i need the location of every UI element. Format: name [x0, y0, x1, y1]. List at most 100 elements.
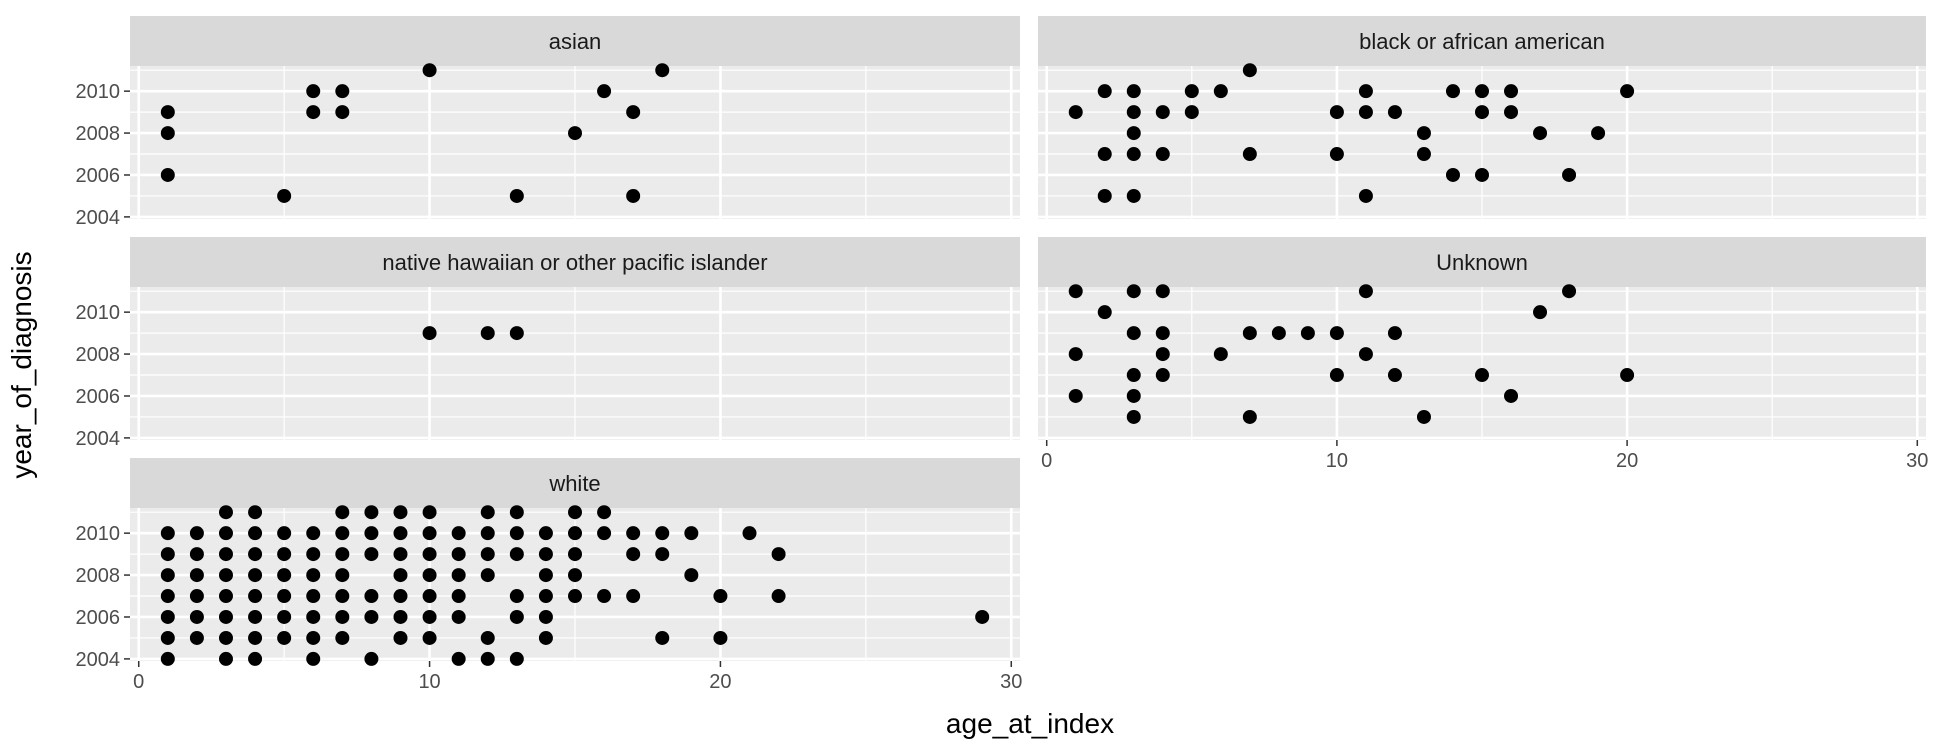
data-point	[422, 609, 437, 624]
y-axis-title: year_of_diagnosis	[6, 251, 37, 478]
data-point	[306, 651, 321, 666]
data-point	[277, 630, 292, 645]
data-point	[626, 105, 641, 120]
data-point	[335, 105, 350, 120]
data-point	[422, 526, 437, 541]
data-point	[335, 547, 350, 562]
data-point	[1126, 368, 1141, 383]
data-point	[771, 547, 786, 562]
data-point	[1155, 347, 1170, 362]
data-point	[538, 589, 553, 604]
facet-strip-label: black or african american	[1359, 29, 1605, 54]
data-point	[1126, 284, 1141, 299]
data-point	[742, 526, 757, 541]
data-point	[306, 609, 321, 624]
data-point	[335, 609, 350, 624]
data-point	[248, 589, 263, 604]
data-point	[1504, 388, 1519, 403]
data-point	[1068, 347, 1083, 362]
data-point	[393, 630, 408, 645]
data-point	[1242, 147, 1257, 162]
data-point	[306, 568, 321, 583]
data-point	[248, 651, 263, 666]
data-point	[451, 609, 466, 624]
data-point	[1387, 368, 1402, 383]
data-point	[538, 547, 553, 562]
data-point	[1445, 84, 1460, 99]
data-point	[1126, 105, 1141, 120]
x-axis-title: age_at_index	[946, 708, 1114, 739]
data-point	[364, 505, 379, 520]
data-point	[626, 188, 641, 203]
data-point	[1126, 147, 1141, 162]
facet-strip	[130, 237, 1020, 287]
data-point	[422, 568, 437, 583]
data-point	[568, 526, 582, 541]
data-point	[364, 589, 379, 604]
data-point	[248, 505, 263, 520]
data-point	[975, 609, 990, 624]
data-point	[568, 568, 582, 583]
data-point	[597, 84, 612, 99]
x-tick-label: 10	[1326, 450, 1348, 472]
data-point	[160, 526, 175, 541]
x-tick-label: 10	[418, 671, 440, 693]
data-point	[393, 568, 408, 583]
data-point	[568, 126, 582, 141]
data-point	[451, 589, 466, 604]
data-point	[218, 568, 233, 583]
data-point	[1213, 84, 1228, 99]
data-point	[160, 568, 175, 583]
data-point	[655, 526, 670, 541]
data-point	[509, 651, 524, 666]
data-point	[480, 568, 495, 583]
data-point	[422, 589, 437, 604]
data-point	[393, 609, 408, 624]
y-tick-label: 2008	[76, 123, 121, 145]
data-point	[160, 589, 175, 604]
data-point	[189, 630, 204, 645]
facet-strip	[1038, 16, 1926, 66]
data-point	[1097, 147, 1112, 162]
y-tick-label: 2008	[76, 565, 121, 587]
data-point	[364, 526, 379, 541]
data-point	[218, 589, 233, 604]
data-point	[218, 630, 233, 645]
data-point	[1126, 126, 1141, 141]
data-point	[1329, 368, 1344, 383]
data-point	[1184, 105, 1199, 120]
data-point	[1155, 284, 1170, 299]
y-tick-label: 2008	[76, 344, 121, 366]
facet-strip	[130, 458, 1020, 508]
facet-panel-black-or-african-american: black or african american	[1038, 16, 1926, 219]
data-point	[393, 505, 408, 520]
data-point	[771, 589, 786, 604]
facet-panel-native-hawaiian-or-other-pacific-islander: native hawaiian or other pacific islande…	[76, 237, 1020, 450]
data-point	[568, 589, 582, 604]
data-point	[218, 505, 233, 520]
data-point	[248, 609, 263, 624]
data-point	[160, 547, 175, 562]
data-point	[1300, 326, 1315, 341]
data-point	[538, 630, 553, 645]
data-point	[1562, 167, 1577, 182]
data-point	[364, 609, 379, 624]
data-point	[1155, 105, 1170, 120]
x-tick-label: 20	[1616, 450, 1638, 472]
data-point	[422, 630, 437, 645]
data-point	[451, 526, 466, 541]
data-point	[1242, 63, 1257, 78]
facet-strip-label: white	[548, 471, 600, 496]
y-tick-label: 2004	[76, 649, 121, 671]
data-point	[1504, 84, 1519, 99]
data-point	[480, 651, 495, 666]
data-point	[684, 568, 699, 583]
data-point	[1097, 305, 1112, 320]
data-point	[1358, 105, 1373, 120]
data-point	[1329, 326, 1344, 341]
data-point	[1475, 368, 1489, 383]
facet-panel-asian: asian 2004 2006 2008 2010	[76, 16, 1020, 229]
data-point	[509, 526, 524, 541]
data-point	[1475, 167, 1489, 182]
